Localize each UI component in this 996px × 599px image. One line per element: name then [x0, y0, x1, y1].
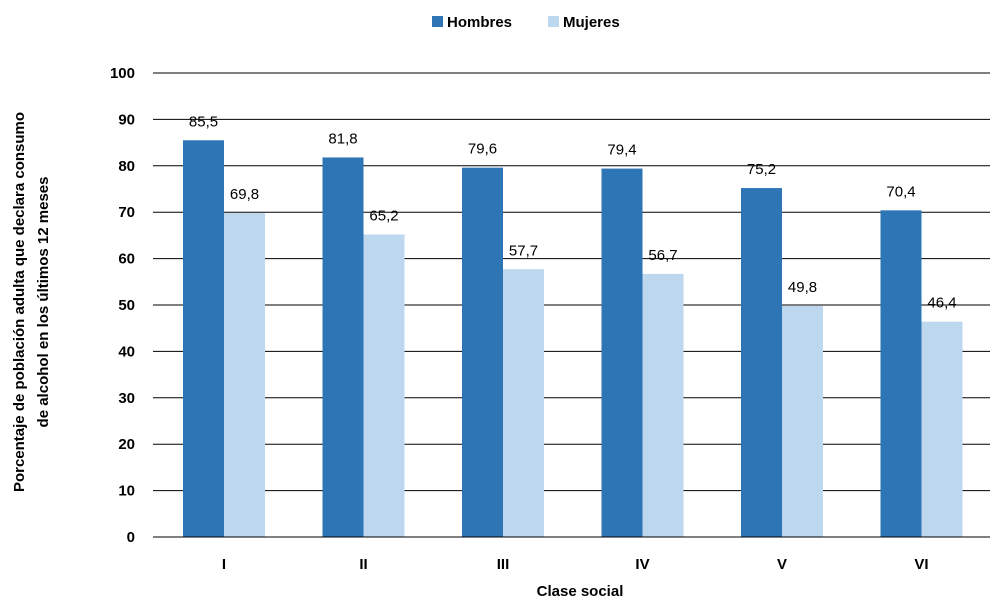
y-axis-title-line-1: Porcentaje de población adulta que decla… [11, 112, 28, 492]
bar-hombres-i [183, 140, 224, 537]
data-label: 79,6 [468, 141, 497, 158]
y-tick-label: 40 [118, 343, 135, 360]
bar-mujeres-v [782, 305, 823, 537]
x-tick-label: VI [914, 556, 928, 573]
bar-hombres-vi [880, 210, 922, 537]
bar-hombres-v [741, 188, 782, 537]
y-axis-ticks: 0 10 20 30 40 50 60 70 80 90 100 [110, 65, 135, 546]
y-tick-label: 60 [118, 251, 135, 268]
data-label: 70,4 [886, 183, 915, 200]
x-tick-label: III [497, 556, 510, 573]
data-label: 65,2 [369, 207, 398, 224]
data-label: 69,8 [230, 186, 259, 203]
y-tick-label: 0 [127, 529, 135, 546]
y-axis-title: Porcentaje de población adulta que decla… [11, 112, 52, 492]
data-label: 57,7 [509, 242, 538, 259]
y-tick-label: 30 [118, 390, 135, 407]
data-label: 46,4 [927, 295, 956, 312]
y-tick-label: 80 [118, 158, 135, 175]
x-tick-label: V [777, 556, 787, 573]
y-tick-label: 100 [110, 65, 135, 82]
legend-label-mujeres: Mujeres [563, 14, 620, 31]
bar-hombres-iv [601, 168, 643, 538]
bar-mujeres-vi [921, 321, 963, 537]
x-axis-ticks: I II III IV V VI [222, 556, 929, 573]
y-tick-label: 10 [118, 483, 135, 500]
data-label: 56,7 [648, 247, 677, 264]
y-tick-label: 70 [118, 204, 135, 221]
legend-swatch-mujeres [548, 16, 559, 27]
y-tick-label: 90 [118, 111, 135, 128]
bar-mujeres-i [224, 213, 265, 538]
x-tick-label: IV [635, 556, 649, 573]
bar-mujeres-ii [363, 234, 405, 538]
bar-hombres-ii [322, 157, 364, 537]
bar-mujeres-iii [503, 269, 544, 537]
bar-mujeres-iv [642, 273, 684, 537]
x-tick-label: II [359, 556, 367, 573]
data-label: 81,8 [328, 130, 357, 147]
legend-label-hombres: Hombres [447, 14, 512, 31]
gridlines [153, 72, 990, 492]
bars [183, 140, 963, 538]
data-label: 79,4 [607, 142, 636, 159]
y-tick-label: 50 [118, 297, 135, 314]
legend: Hombres Mujeres [432, 14, 620, 31]
y-axis-title-line-2: de alcohol en los últimos 12 meses [35, 177, 52, 428]
y-tick-label: 20 [118, 436, 135, 453]
x-axis-title: Clase social [537, 583, 624, 599]
data-label: 85,5 [189, 113, 218, 130]
data-labels: 85,5 69,8 81,8 65,2 79,6 57,7 79,4 56,7 75,2 49,8… [189, 113, 957, 311]
legend-swatch-hombres [432, 16, 443, 27]
data-label: 75,2 [747, 161, 776, 178]
x-tick-label: I [222, 556, 226, 573]
data-label: 49,8 [788, 279, 817, 296]
bar-hombres-iii [462, 167, 503, 537]
